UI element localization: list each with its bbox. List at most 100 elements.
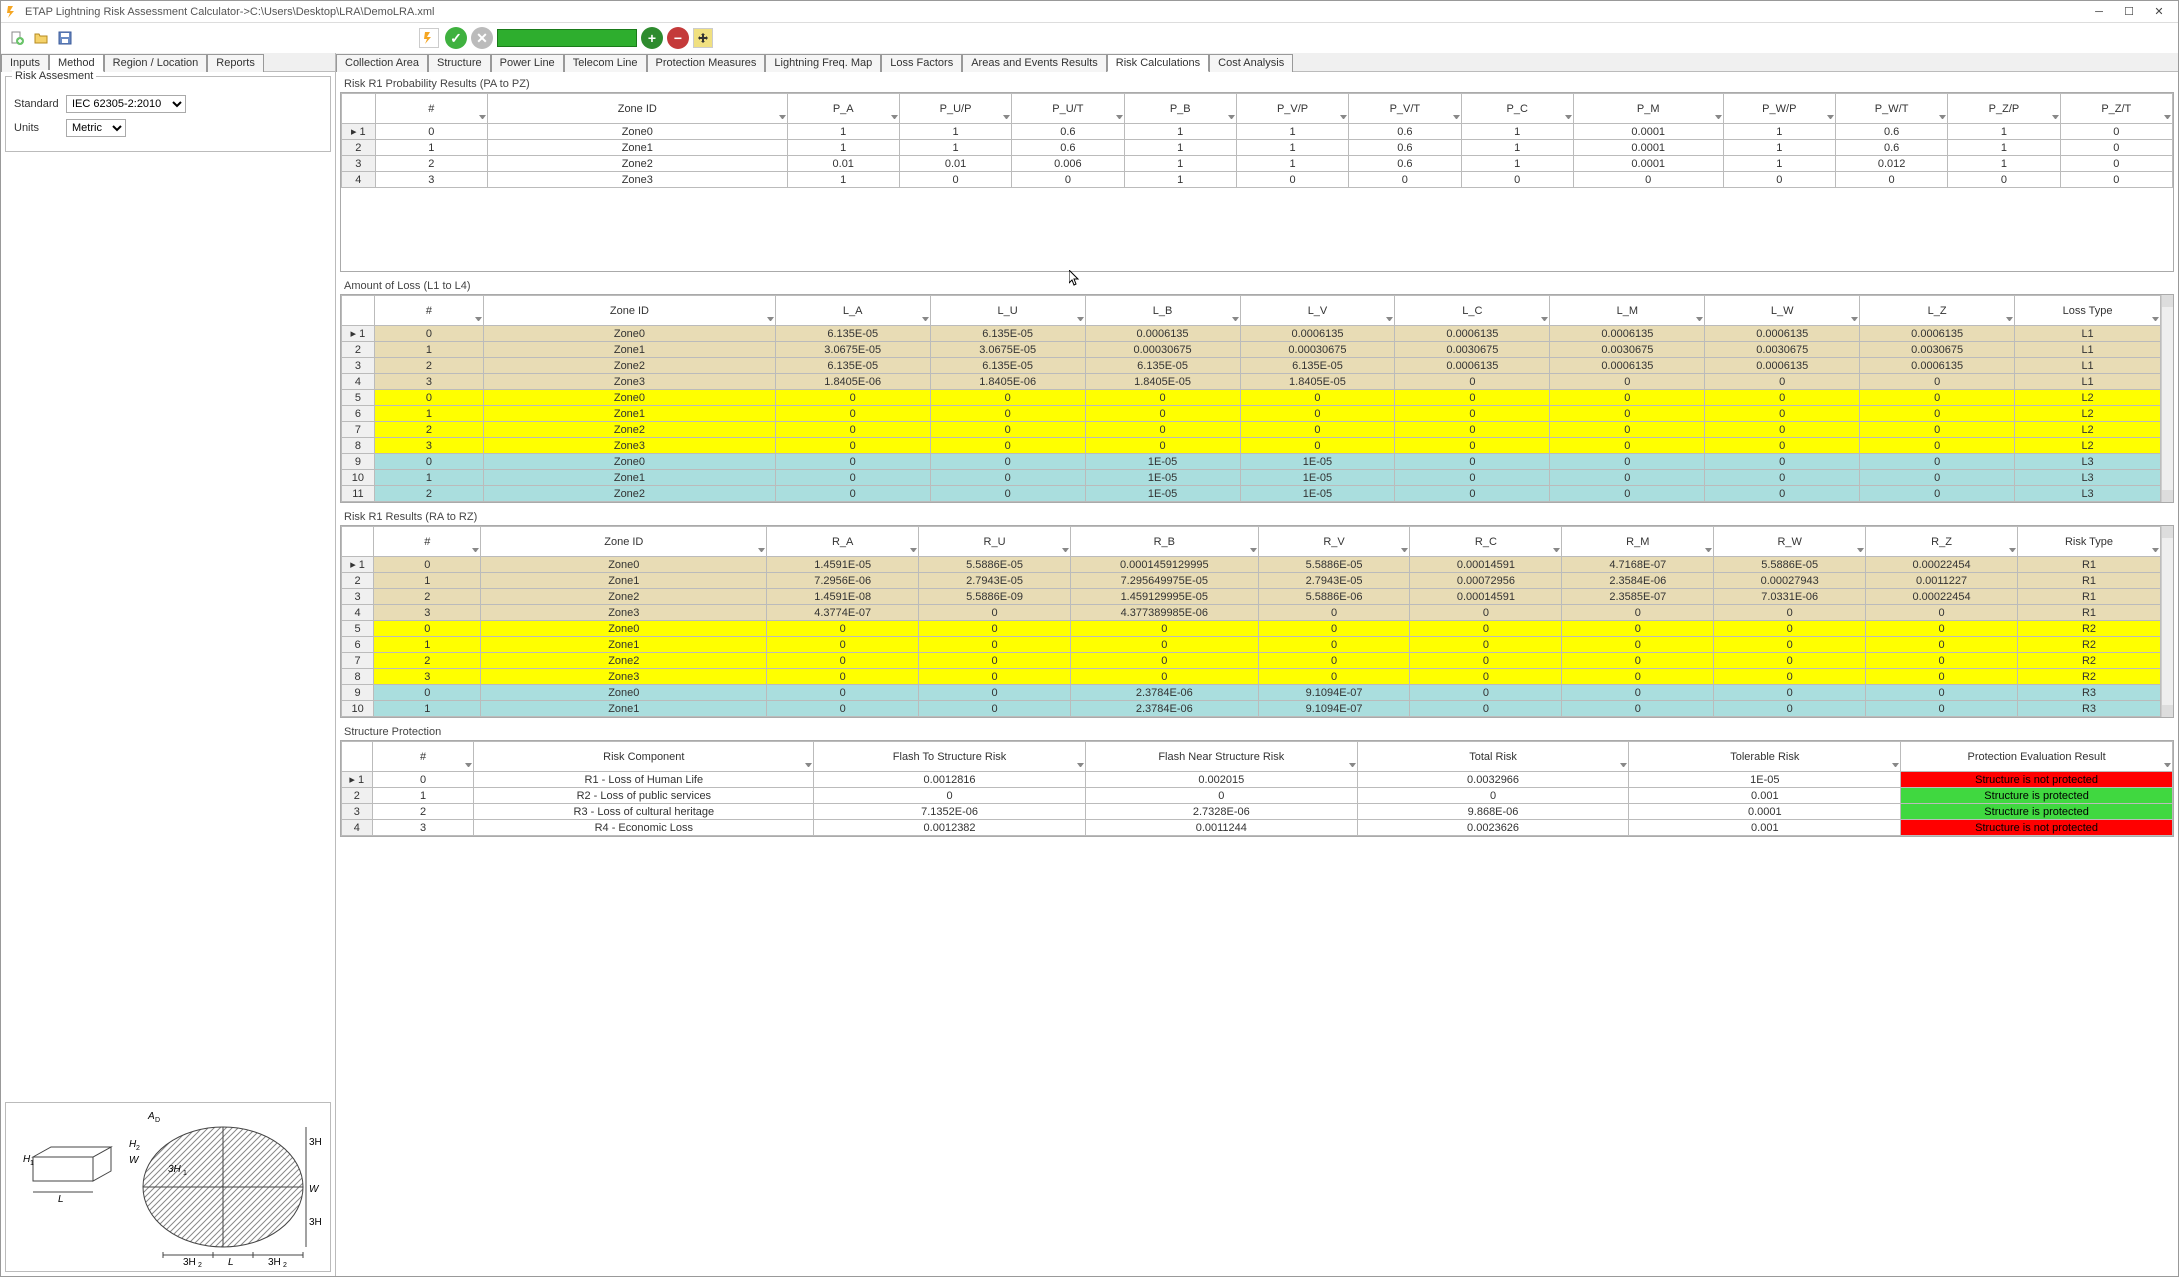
column-header[interactable]: Risk Type — [2017, 527, 2160, 557]
table-row[interactable]: 21Zone17.2956E-062.7943E-057.295649975E-… — [342, 573, 2161, 589]
column-header[interactable]: # — [372, 742, 474, 772]
column-header[interactable]: # — [374, 527, 481, 557]
vertical-scrollbar[interactable] — [2161, 295, 2173, 502]
column-header[interactable]: R_A — [767, 527, 919, 557]
column-header[interactable]: L_U — [930, 296, 1085, 326]
column-header[interactable]: P_U/P — [899, 94, 1011, 124]
column-header[interactable]: P_A — [787, 94, 899, 124]
cancel-icon[interactable]: ✕ — [471, 27, 493, 49]
column-header[interactable]: # — [375, 94, 487, 124]
column-header[interactable]: R_W — [1714, 527, 1866, 557]
table-row[interactable]: 83Zone300000000L2 — [342, 438, 2161, 454]
table-row[interactable]: 101Zone1002.3784E-069.1094E-070000R3 — [342, 701, 2161, 717]
table-row[interactable]: 90Zone0002.3784E-069.1094E-070000R3 — [342, 685, 2161, 701]
column-header[interactable]: P_V/P — [1236, 94, 1348, 124]
column-header[interactable]: Flash Near Structure Risk — [1085, 742, 1357, 772]
right-tab-risk-calculations[interactable]: Risk Calculations — [1107, 54, 1209, 72]
table-row[interactable]: ▸ 10Zone06.135E-056.135E-050.00061350.00… — [342, 326, 2161, 342]
maximize-button[interactable]: ☐ — [2114, 3, 2144, 21]
table-row[interactable]: ▸ 10Zone0110.6110.610.000110.610 — [342, 124, 2173, 140]
table-row[interactable]: 21R2 - Loss of public services0000.001St… — [342, 788, 2173, 804]
column-header[interactable]: R_C — [1410, 527, 1562, 557]
new-file-button[interactable] — [7, 28, 27, 48]
column-header[interactable]: P_V/T — [1349, 94, 1461, 124]
table-row[interactable]: 72Zone200000000R2 — [342, 653, 2161, 669]
right-tab-cost-analysis[interactable]: Cost Analysis — [1209, 54, 1293, 72]
right-tab-areas-and-events-results[interactable]: Areas and Events Results — [962, 54, 1107, 72]
left-tab-reports[interactable]: Reports — [207, 54, 264, 72]
column-header[interactable]: R_M — [1562, 527, 1714, 557]
right-tab-protection-measures[interactable]: Protection Measures — [647, 54, 766, 72]
table-row[interactable]: 21Zone13.0675E-053.0675E-050.000306750.0… — [342, 342, 2161, 358]
column-header[interactable]: P_U/T — [1012, 94, 1124, 124]
table-row[interactable]: 61Zone100000000L2 — [342, 406, 2161, 422]
table-row[interactable]: 112Zone2001E-051E-050000L3 — [342, 486, 2161, 502]
column-header[interactable]: Flash To Structure Risk — [814, 742, 1086, 772]
data-grid[interactable]: #Zone IDL_AL_UL_BL_VL_CL_ML_WL_ZLoss Typ… — [341, 295, 2161, 502]
zoom-in-icon[interactable]: + — [641, 27, 663, 49]
table-row[interactable]: 61Zone100000000R2 — [342, 637, 2161, 653]
column-header[interactable]: R_V — [1258, 527, 1410, 557]
save-button[interactable] — [55, 28, 75, 48]
column-header[interactable]: R_U — [919, 527, 1071, 557]
data-grid[interactable]: #Zone IDP_AP_U/PP_U/TP_BP_V/PP_V/TP_CP_M… — [341, 93, 2173, 188]
column-header[interactable]: P_C — [1461, 94, 1573, 124]
vertical-scrollbar[interactable] — [2161, 526, 2173, 717]
column-header[interactable]: L_A — [775, 296, 930, 326]
right-tab-structure[interactable]: Structure — [428, 54, 491, 72]
column-header[interactable]: R_B — [1071, 527, 1259, 557]
table-row[interactable]: ▸ 10R1 - Loss of Human Life0.00128160.00… — [342, 772, 2173, 788]
column-header[interactable]: Risk Component — [474, 742, 814, 772]
column-header[interactable]: L_M — [1550, 296, 1705, 326]
right-tab-telecom-line[interactable]: Telecom Line — [564, 54, 647, 72]
left-tab-region-location[interactable]: Region / Location — [104, 54, 208, 72]
column-header[interactable]: Zone ID — [484, 296, 776, 326]
table-row[interactable]: 83Zone300000000R2 — [342, 669, 2161, 685]
table-row[interactable]: 50Zone000000000L2 — [342, 390, 2161, 406]
right-tab-power-line[interactable]: Power Line — [491, 54, 564, 72]
column-header[interactable]: P_Z/T — [2060, 94, 2172, 124]
right-tab-loss-factors[interactable]: Loss Factors — [881, 54, 962, 72]
table-row[interactable]: 32Zone26.135E-056.135E-056.135E-056.135E… — [342, 358, 2161, 374]
column-header[interactable]: # — [374, 296, 483, 326]
column-header[interactable]: Zone ID — [481, 527, 767, 557]
table-row[interactable]: 101Zone1001E-051E-050000L3 — [342, 470, 2161, 486]
column-header[interactable]: P_M — [1573, 94, 1723, 124]
zoom-out-icon[interactable]: − — [667, 27, 689, 49]
column-header[interactable]: Loss Type — [2015, 296, 2161, 326]
open-file-button[interactable] — [31, 28, 51, 48]
column-header[interactable]: P_W/T — [1835, 94, 1947, 124]
column-header[interactable]: Zone ID — [488, 94, 788, 124]
table-row[interactable]: 32Zone20.010.010.006110.610.000110.01210 — [342, 156, 2173, 172]
column-header[interactable]: P_B — [1124, 94, 1236, 124]
column-header[interactable]: L_B — [1085, 296, 1240, 326]
data-grid[interactable]: #Risk ComponentFlash To Structure RiskFl… — [341, 741, 2173, 836]
minimize-button[interactable]: ─ — [2084, 3, 2114, 21]
run-icon[interactable] — [419, 28, 439, 48]
table-row[interactable]: 72Zone200000000L2 — [342, 422, 2161, 438]
table-row[interactable]: 43R4 - Economic Loss0.00123820.00112440.… — [342, 820, 2173, 836]
table-row[interactable]: 21Zone1110.6110.610.000110.610 — [342, 140, 2173, 156]
table-row[interactable]: 32Zone21.4591E-085.5886E-091.459129995E-… — [342, 589, 2161, 605]
table-row[interactable]: 43Zone34.3774E-0704.377389985E-0600000R1 — [342, 605, 2161, 621]
table-row[interactable]: 43Zone31.8405E-061.8405E-061.8405E-051.8… — [342, 374, 2161, 390]
pan-icon[interactable] — [693, 28, 713, 48]
table-row[interactable]: 32R3 - Loss of cultural heritage7.1352E-… — [342, 804, 2173, 820]
column-header[interactable]: L_V — [1240, 296, 1395, 326]
table-row[interactable]: ▸ 10Zone01.4591E-055.5886E-050.000145912… — [342, 557, 2161, 573]
units-select[interactable]: Metric — [66, 119, 126, 137]
accept-icon[interactable]: ✓ — [445, 27, 467, 49]
standard-select[interactable]: IEC 62305-2:2010 — [66, 95, 186, 113]
column-header[interactable]: L_C — [1395, 296, 1550, 326]
table-row[interactable]: 43Zone3100100000000 — [342, 172, 2173, 188]
table-row[interactable]: 90Zone0001E-051E-050000L3 — [342, 454, 2161, 470]
right-tab-lightning-freq-map[interactable]: Lightning Freq. Map — [765, 54, 881, 72]
column-header[interactable]: Tolerable Risk — [1629, 742, 1901, 772]
close-button[interactable]: ✕ — [2144, 3, 2174, 21]
column-header[interactable]: L_W — [1705, 296, 1860, 326]
column-header[interactable]: L_Z — [1860, 296, 2015, 326]
column-header[interactable]: Protection Evaluation Result — [1901, 742, 2173, 772]
data-grid[interactable]: #Zone IDR_AR_UR_BR_VR_CR_MR_WR_ZRisk Typ… — [341, 526, 2161, 717]
column-header[interactable]: P_W/P — [1723, 94, 1835, 124]
right-tab-collection-area[interactable]: Collection Area — [336, 54, 428, 72]
